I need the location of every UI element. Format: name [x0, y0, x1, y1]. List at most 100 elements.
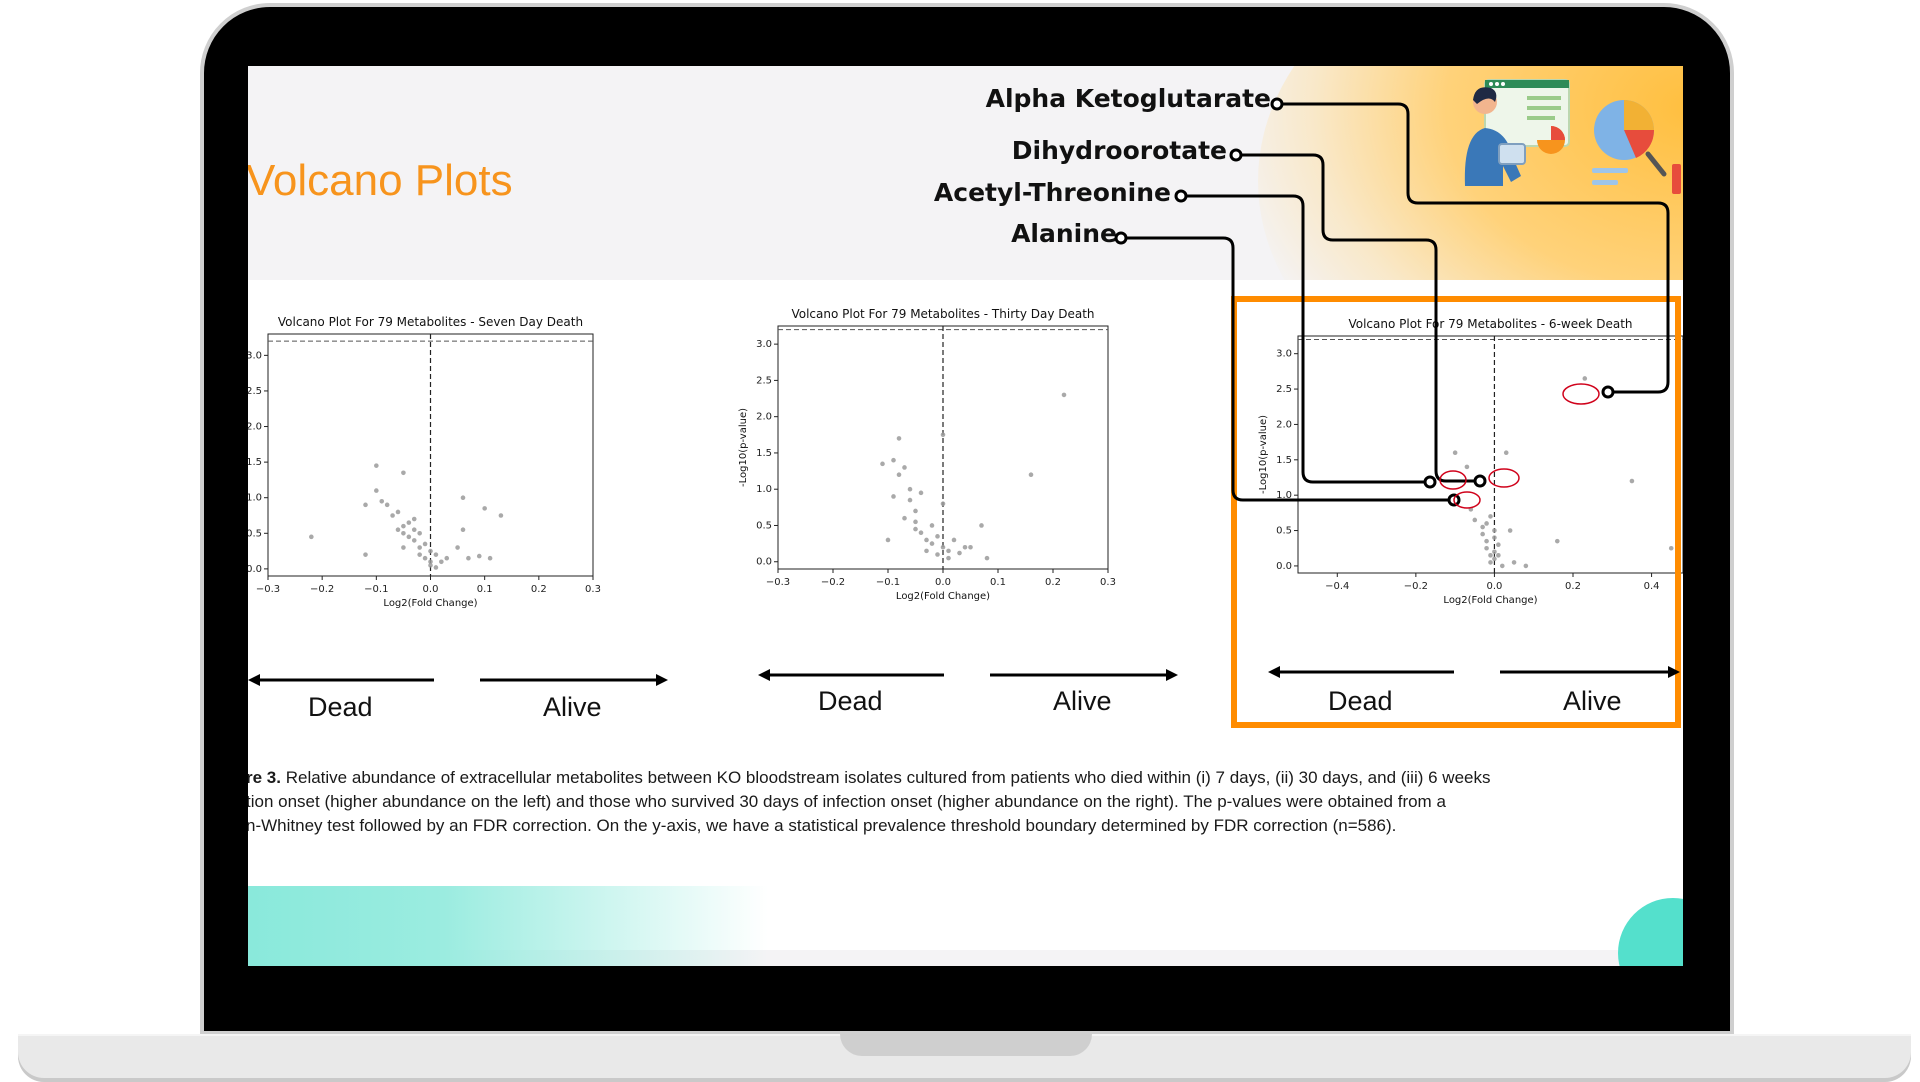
- data-point: [395, 527, 401, 533]
- x-tick-label: 0.2: [1565, 581, 1581, 592]
- data-point: [1488, 553, 1493, 558]
- connector-dot-dihydroorotate-label: [1229, 148, 1243, 162]
- data-point: [1061, 392, 1067, 398]
- data-point: [466, 555, 471, 561]
- data-point: [422, 555, 428, 561]
- x-tick-label: −0.2: [310, 584, 334, 595]
- data-point: [411, 538, 417, 543]
- dead-label-2: Dead: [818, 686, 883, 716]
- connector-dot-acetyl-threonine-label: [1174, 189, 1188, 203]
- x-tick-label: 0.2: [531, 584, 547, 595]
- chart-title: Volcano Plot For 79 Metabolites - Thirty…: [791, 307, 1094, 321]
- dead-label-3: Dead: [1328, 686, 1393, 716]
- data-point: [1499, 563, 1505, 569]
- data-point: [1472, 517, 1478, 523]
- y-tick-label: 1.0: [756, 484, 772, 495]
- data-point: [1629, 478, 1635, 484]
- data-point: [891, 457, 896, 463]
- y-tick-label: 2.0: [248, 422, 262, 433]
- data-point: [374, 488, 379, 493]
- data-point: [460, 495, 466, 501]
- data-point: [913, 519, 918, 525]
- data-point: [444, 555, 450, 561]
- data-point: [401, 545, 406, 550]
- data-point: [1523, 563, 1529, 569]
- callout-acetyl-threonine: Acetyl-Threonine: [933, 178, 1171, 207]
- data-point: [924, 537, 929, 543]
- data-point: [907, 486, 913, 492]
- data-point: [902, 515, 907, 521]
- x-tick-label: −0.1: [364, 584, 388, 595]
- data-point: [417, 530, 422, 536]
- x-tick-label: 0.4: [1644, 581, 1660, 592]
- pie-chart-illustration-icon: [1592, 100, 1681, 194]
- data-point: [1496, 553, 1501, 558]
- y-tick-label: 3.0: [756, 339, 772, 350]
- data-point: [433, 565, 439, 570]
- dead-arrow-2: [758, 669, 944, 681]
- y-tick-label: 2.5: [248, 386, 262, 397]
- caption-line-1: Relative abundance of extracellular meta…: [285, 768, 1491, 787]
- x-tick-label: 0.1: [990, 577, 1006, 588]
- data-point: [1492, 528, 1497, 533]
- callout-dihydroorotate: Dihydroorotate: [1011, 136, 1227, 165]
- data-point: [406, 520, 412, 525]
- data-point: [940, 501, 946, 507]
- connector-dot-alanine-label: [1114, 231, 1128, 245]
- data-point: [422, 541, 428, 547]
- data-point: [482, 506, 487, 511]
- caption-line-3: n-Whitney test followed by an FDR correc…: [248, 816, 1397, 835]
- data-point: [968, 544, 973, 550]
- data-point: [924, 548, 929, 554]
- data-point: [913, 508, 918, 514]
- data-point: [984, 555, 990, 561]
- data-point: [428, 559, 433, 565]
- dead-arrow-3: [1268, 666, 1454, 678]
- data-point: [946, 555, 951, 561]
- callout-alanine: Alanine: [1011, 219, 1117, 248]
- y-tick-label: 0.0: [756, 557, 772, 568]
- data-point: [428, 548, 433, 554]
- data-point: [1492, 535, 1497, 540]
- x-tick-label: −0.4: [1325, 581, 1349, 592]
- alive-arrow-3: [1500, 666, 1680, 678]
- laptop-hinge-notch: [840, 1034, 1092, 1056]
- data-point: [935, 552, 940, 557]
- caption-line-2: tion onset (higher abundance on the left…: [248, 792, 1446, 811]
- footer-teal-gradient: [248, 886, 768, 966]
- data-point: [946, 548, 951, 554]
- data-point: [439, 559, 444, 565]
- x-tick-label: 0.0: [1486, 581, 1502, 592]
- highlight-box-six-week: [1231, 296, 1681, 728]
- data-point: [896, 472, 902, 478]
- data-point: [929, 523, 935, 528]
- data-point: [390, 513, 395, 518]
- x-axis-label: Log2(Fold Change): [383, 598, 477, 609]
- page-title: Volcano Plots: [248, 156, 513, 205]
- x-tick-label: 0.3: [585, 584, 601, 595]
- volcano-plot-seven-day: Volcano Plot For 79 Metabolites - Seven …: [248, 315, 601, 609]
- data-point: [929, 541, 935, 546]
- data-point: [428, 563, 433, 568]
- slide-screen: Volcano Plots Alpha Ketoglutarate Dihydr…: [248, 66, 1683, 966]
- data-point: [940, 432, 946, 438]
- data-point: [1496, 542, 1501, 548]
- alive-arrow-2: [990, 669, 1178, 681]
- data-point: [1484, 538, 1489, 544]
- data-point: [902, 465, 907, 470]
- data-point: [1511, 560, 1517, 565]
- data-point: [406, 534, 412, 540]
- x-axis-label: Log2(Fold Change): [896, 591, 990, 602]
- data-point: [896, 436, 902, 441]
- callout-alpha-ketoglutarate: Alpha Ketoglutarate: [985, 84, 1271, 113]
- y-tick-label: 0.0: [248, 564, 262, 575]
- y-tick-label: 0.5: [1276, 526, 1292, 537]
- x-tick-label: 0.2: [1045, 577, 1061, 588]
- dead-arrow-1: [248, 674, 434, 686]
- alive-label-3: Alive: [1563, 686, 1622, 716]
- data-point: [1484, 521, 1489, 526]
- y-tick-label: 1.5: [248, 457, 262, 468]
- data-point: [384, 502, 390, 508]
- data-point: [940, 544, 946, 550]
- data-point: [1480, 524, 1485, 530]
